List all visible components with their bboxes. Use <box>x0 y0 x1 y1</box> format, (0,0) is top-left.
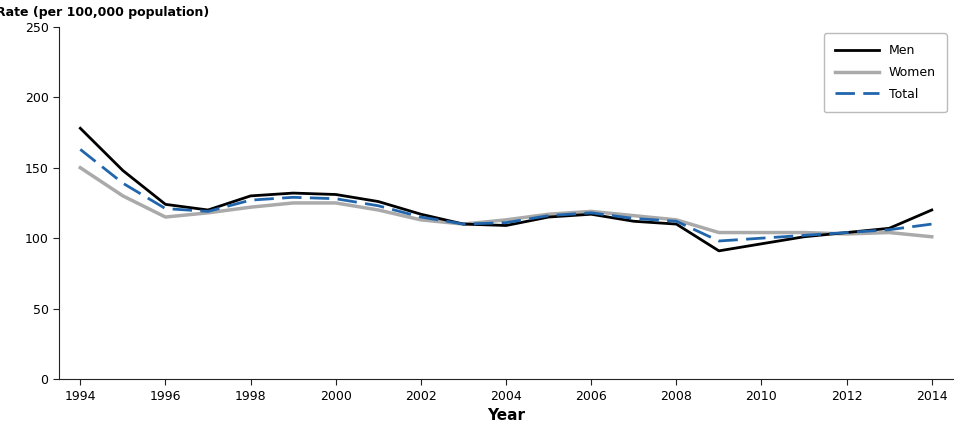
Legend: Men, Women, Total: Men, Women, Total <box>824 33 947 112</box>
X-axis label: Year: Year <box>487 408 525 423</box>
Text: Rate (per 100,000 population): Rate (per 100,000 population) <box>0 6 209 18</box>
